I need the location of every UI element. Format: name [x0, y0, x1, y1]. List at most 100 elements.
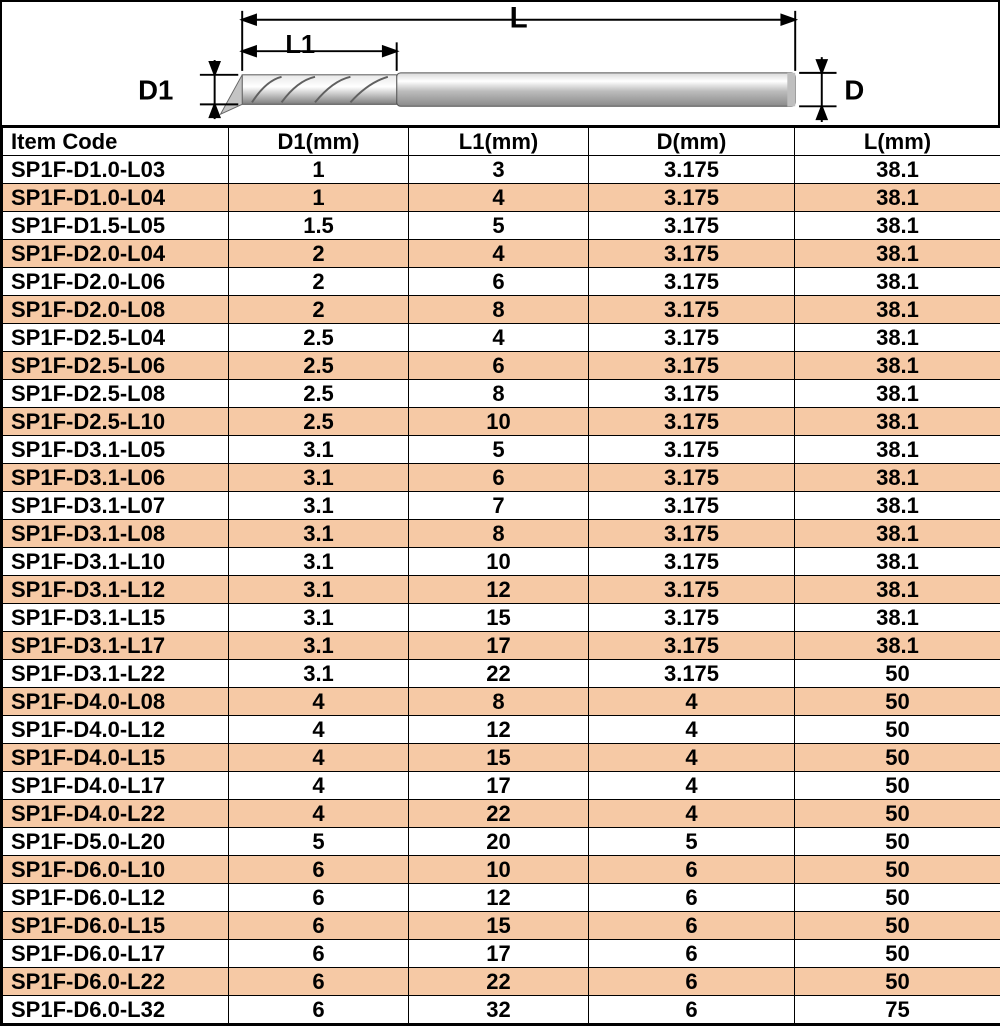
shank — [397, 73, 796, 106]
cell: 38.1 — [795, 520, 1000, 548]
cell: 3.1 — [229, 632, 409, 660]
table-row: SP1F-D2.5-L042.543.17538.1 — [3, 324, 1000, 352]
cell: 50 — [795, 856, 1000, 884]
table-row: SP1F-D3.1-L073.173.17538.1 — [3, 492, 1000, 520]
cell: SP1F-D2.0-L06 — [3, 268, 229, 296]
cell: SP1F-D3.1-L06 — [3, 464, 229, 492]
cell: SP1F-D6.0-L10 — [3, 856, 229, 884]
cell: 5 — [229, 828, 409, 856]
table-row: SP1F-D3.1-L063.163.17538.1 — [3, 464, 1000, 492]
diagram-svg: L L1 — [2, 2, 998, 125]
cell: 15 — [409, 912, 589, 940]
cell: 2.5 — [229, 380, 409, 408]
cell: 8 — [409, 296, 589, 324]
cell: 10 — [409, 408, 589, 436]
cell: SP1F-D4.0-L12 — [3, 716, 229, 744]
dim-D1 — [200, 60, 238, 119]
header-row: Item Code D1(mm) L1(mm) D(mm) L(mm) — [3, 128, 1000, 156]
cell: 50 — [795, 716, 1000, 744]
cell: SP1F-D6.0-L15 — [3, 912, 229, 940]
cell: 15 — [409, 604, 589, 632]
cell: 4 — [409, 184, 589, 212]
cell: 2 — [229, 296, 409, 324]
cell: 3.1 — [229, 660, 409, 688]
cell: 6 — [229, 856, 409, 884]
cell: SP1F-D2.0-L08 — [3, 296, 229, 324]
cell: 3.175 — [589, 632, 795, 660]
cell: 3.175 — [589, 380, 795, 408]
table-row: SP1F-D3.1-L053.153.17538.1 — [3, 436, 1000, 464]
cell: 1 — [229, 156, 409, 184]
table-row: SP1F-D3.1-L123.1123.17538.1 — [3, 576, 1000, 604]
cell: 12 — [409, 576, 589, 604]
table-row: SP1F-D6.0-L12612650 — [3, 884, 1000, 912]
cell: 6 — [229, 884, 409, 912]
cell: 38.1 — [795, 212, 1000, 240]
cell: SP1F-D3.1-L17 — [3, 632, 229, 660]
cell: 7 — [409, 492, 589, 520]
cell: 38.1 — [795, 436, 1000, 464]
cell: 2.5 — [229, 324, 409, 352]
cell: 22 — [409, 968, 589, 996]
cell: 4 — [229, 744, 409, 772]
cell: 3.175 — [589, 184, 795, 212]
cell: 10 — [409, 856, 589, 884]
label-L: L — [510, 2, 528, 35]
flute-body — [242, 75, 396, 105]
cell: SP1F-D4.0-L22 — [3, 800, 229, 828]
table-row: SP1F-D4.0-L0848450 — [3, 688, 1000, 716]
cell: SP1F-D4.0-L08 — [3, 688, 229, 716]
cell: 2 — [229, 240, 409, 268]
cell: 50 — [795, 968, 1000, 996]
cell: SP1F-D1.0-L04 — [3, 184, 229, 212]
cell: 22 — [409, 660, 589, 688]
shank-end — [787, 73, 795, 106]
cell: SP1F-D2.0-L04 — [3, 240, 229, 268]
cell: 4 — [409, 324, 589, 352]
cell: 2.5 — [229, 352, 409, 380]
cell: SP1F-D1.5-L05 — [3, 212, 229, 240]
cell: SP1F-D3.1-L22 — [3, 660, 229, 688]
cell: 38.1 — [795, 464, 1000, 492]
cell: 6 — [409, 268, 589, 296]
table-row: SP1F-D2.0-L08283.17538.1 — [3, 296, 1000, 324]
table-row: SP1F-D4.0-L22422450 — [3, 800, 1000, 828]
cell: 3.175 — [589, 240, 795, 268]
cell: 3.1 — [229, 548, 409, 576]
cell: 3.175 — [589, 156, 795, 184]
col-header-d: D(mm) — [589, 128, 795, 156]
cell: 38.1 — [795, 632, 1000, 660]
cell: 17 — [409, 940, 589, 968]
tool-diagram: L L1 — [2, 2, 998, 127]
cell: 3.175 — [589, 576, 795, 604]
cell: 38.1 — [795, 156, 1000, 184]
spec-sheet: L L1 — [0, 0, 1000, 1026]
cell: 38.1 — [795, 324, 1000, 352]
cell: 3.175 — [589, 408, 795, 436]
cell: 38.1 — [795, 492, 1000, 520]
cell: 4 — [229, 800, 409, 828]
label-D1: D1 — [138, 74, 173, 105]
table-row: SP1F-D3.1-L173.1173.17538.1 — [3, 632, 1000, 660]
cell: SP1F-D6.0-L12 — [3, 884, 229, 912]
cell: 6 — [589, 912, 795, 940]
cell: 3.1 — [229, 520, 409, 548]
cell: 3.175 — [589, 268, 795, 296]
cell: 6 — [589, 856, 795, 884]
cell: 6 — [589, 940, 795, 968]
cell: 38.1 — [795, 576, 1000, 604]
cell: 4 — [589, 688, 795, 716]
col-header-item: Item Code — [3, 128, 229, 156]
cell: 38.1 — [795, 408, 1000, 436]
cell: 10 — [409, 548, 589, 576]
cell: 3 — [409, 156, 589, 184]
cell: 3.175 — [589, 492, 795, 520]
cell: 50 — [795, 912, 1000, 940]
cell: SP1F-D5.0-L20 — [3, 828, 229, 856]
table-row: SP1F-D4.0-L12412450 — [3, 716, 1000, 744]
cell: 3.175 — [589, 464, 795, 492]
cell: 17 — [409, 632, 589, 660]
cell: 2.5 — [229, 408, 409, 436]
table-row: SP1F-D1.0-L04143.17538.1 — [3, 184, 1000, 212]
cell: SP1F-D2.5-L10 — [3, 408, 229, 436]
